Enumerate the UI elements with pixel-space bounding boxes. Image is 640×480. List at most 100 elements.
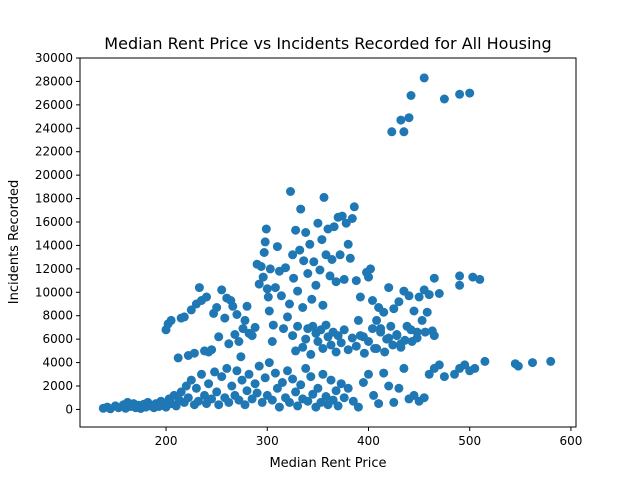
data-point [513,361,523,371]
data-point [189,348,199,358]
data-point [296,380,306,390]
data-point [256,262,266,271]
data-point [237,375,247,385]
data-point [364,369,373,379]
data-point [267,337,277,346]
data-point [460,360,470,370]
data-point [394,383,404,393]
data-point [232,366,242,376]
data-point [313,337,323,346]
data-point [396,115,406,125]
data-point [364,337,373,346]
data-point [434,289,444,298]
data-point [321,320,331,330]
data-point [429,273,439,283]
data-point [400,335,410,345]
y-tick-label: 12000 [35,262,73,276]
data-point [250,379,260,389]
data-point [374,399,384,409]
y-tick-label: 30000 [35,51,73,65]
data-point [214,332,224,342]
data-point [301,334,311,344]
data-point [274,402,284,412]
data-point [264,358,274,368]
data-point [470,363,480,373]
data-point [384,333,394,343]
data-point [242,386,252,396]
data-point [465,88,475,98]
data-point [301,228,311,237]
data-point [291,387,301,397]
y-tick-label: 18000 [35,192,73,206]
data-point [389,304,399,314]
plot-frame [79,57,577,428]
data-point [306,349,316,359]
data-point [315,265,325,275]
y-tick-label: 24000 [35,121,73,135]
data-point [327,255,337,264]
data-point [417,315,427,325]
data-point [347,214,357,223]
data-point [259,248,269,257]
data-point [392,331,402,341]
data-point [394,297,404,307]
data-point [173,353,183,363]
y-axis-ticks: 0 2000 4000 6000 8000 10000 12000 14000 16000 180… [35,51,80,416]
y-axis-label: Incidents Recorded [7,180,22,305]
data-point [319,192,329,202]
data-point [183,393,193,403]
data-point [279,324,288,334]
data-point [299,256,309,266]
data-point [389,397,399,407]
x-tick-label: 500 [458,434,481,448]
data-point [288,331,298,341]
data-point [308,321,318,331]
data-point [335,250,345,260]
data-point [331,347,341,357]
data-point [434,360,444,370]
data-point [424,290,434,300]
data-point [325,271,335,281]
data-point [339,393,349,403]
data-point [455,280,465,290]
y-tick-label: 14000 [35,238,73,252]
data-point [244,369,254,379]
data-point [355,292,365,302]
data-point [186,375,196,385]
data-point [313,218,323,228]
data-point [283,366,292,376]
data-point [439,94,449,104]
data-point [409,306,419,316]
data-point [212,303,222,312]
data-point [311,280,321,290]
data-point [387,127,397,137]
y-tick-label: 6000 [42,332,73,346]
data-point [207,345,217,355]
data-point [212,387,222,397]
data-point [420,327,430,337]
data-point [321,392,331,401]
data-point [369,390,379,400]
data-point [247,331,257,341]
data-point [412,333,422,343]
data-point [307,294,317,304]
x-axis-label: Median Rent Price [269,456,386,471]
data-point [240,400,250,410]
chart-title: Median Rent Price vs Incidents Recorded … [104,34,551,53]
data-point [331,386,341,396]
data-point [326,375,336,385]
x-tick-label: 400 [357,434,380,448]
data-point [288,250,298,260]
data-point [406,91,416,100]
data-point [359,348,369,358]
data-point [343,239,353,249]
data-point [372,315,382,325]
data-point [277,378,287,387]
data-point [254,279,264,289]
data-point [293,401,303,411]
data-point [276,291,286,301]
data-point [399,363,409,373]
data-point [301,363,311,373]
data-point [283,312,292,322]
data-point [429,331,439,341]
